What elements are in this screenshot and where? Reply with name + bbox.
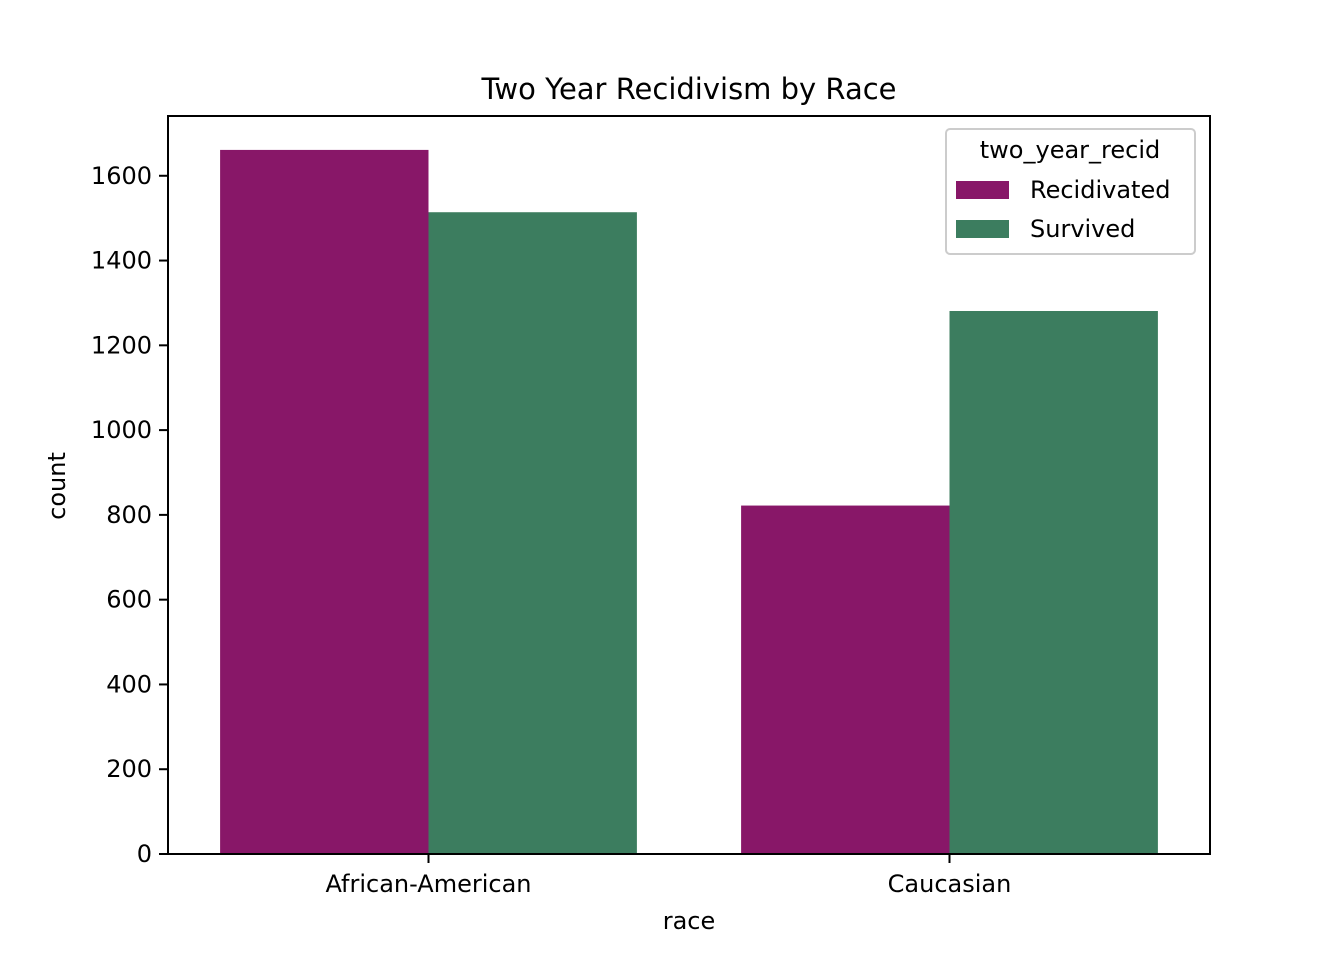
bar-survived-caucasian <box>949 310 1158 854</box>
y-axis-label: count <box>43 452 71 520</box>
legend: two_year_recid Recidivated Survived <box>945 128 1196 255</box>
y-axis: 0 200 400 600 800 1000 1200 1400 1600 <box>91 162 168 868</box>
y-tick-label: 400 <box>106 670 152 698</box>
y-tick-label: 800 <box>106 501 152 529</box>
chart-title: Two Year Recidivism by Race <box>480 72 896 106</box>
plot-frame <box>167 115 1211 855</box>
y-tick-label: 1400 <box>91 247 152 275</box>
y-tick-label: 200 <box>106 755 152 783</box>
legend-label-recidivated: Recidivated <box>1030 176 1170 204</box>
x-tick-label: Caucasian <box>888 870 1012 898</box>
legend-title: two_year_recid <box>980 136 1160 164</box>
legend-label-survived: Survived <box>1030 215 1135 243</box>
legend-swatch-survived <box>956 220 1009 238</box>
x-tick-label: African-American <box>325 870 531 898</box>
y-tick-label: 1200 <box>91 331 152 359</box>
bar-recidivated-african-american <box>220 149 429 854</box>
y-tick-label: 0 <box>137 840 152 868</box>
bar-survived-african-american <box>428 212 637 855</box>
y-tick-label: 1600 <box>91 162 152 190</box>
bars-group <box>220 149 1158 855</box>
x-axis-label: race <box>663 907 716 935</box>
y-tick-label: 600 <box>106 586 152 614</box>
legend-swatch-recidivated <box>956 181 1009 199</box>
bar-recidivated-caucasian <box>741 505 950 854</box>
x-axis: African-American Caucasian <box>325 854 1011 898</box>
y-tick-label: 1000 <box>91 416 152 444</box>
